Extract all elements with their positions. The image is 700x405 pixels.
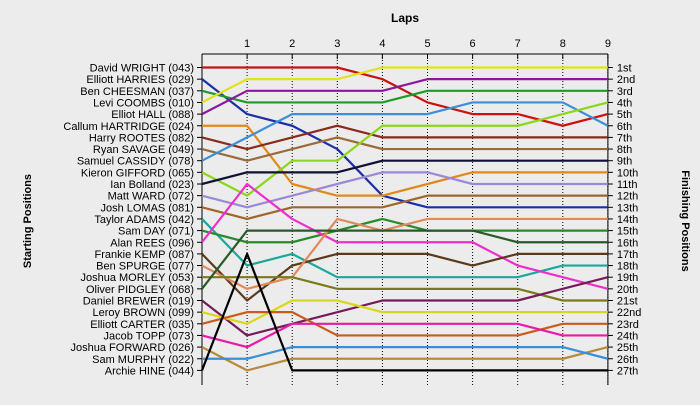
series-line-12	[201, 194, 608, 221]
x-tick-label: 6	[470, 38, 476, 50]
finish-label: 4th	[617, 97, 632, 109]
series-line-1	[201, 78, 608, 209]
finish-label: 11th	[617, 179, 638, 191]
start-label: Elliot HALL (088)	[111, 109, 194, 121]
series-line-19	[201, 229, 608, 290]
series-line-8	[201, 101, 609, 162]
series-line-26	[200, 252, 608, 372]
x-tick-label: 3	[334, 38, 340, 50]
start-label: Sam DAY (071)	[118, 226, 194, 238]
start-label: Matt WARD (072)	[108, 191, 194, 203]
series-line-6	[201, 124, 608, 151]
finish-label: 18th	[617, 261, 638, 273]
series-line-23	[201, 322, 608, 349]
finish-label: 17th	[617, 249, 638, 261]
start-label: Leroy BROWN (099)	[93, 307, 194, 319]
series-line-13	[201, 218, 608, 279]
finish-label: 6th	[617, 121, 632, 133]
finish-label: 3rd	[617, 86, 633, 98]
start-label: Harry ROOTES (082)	[89, 132, 194, 144]
finish-label: 8th	[617, 144, 632, 156]
start-label: Levi COOMBS (010)	[93, 97, 194, 109]
x-tick-label: 1	[244, 38, 250, 50]
start-label: Joshua FORWARD (026)	[71, 342, 194, 354]
start-label: Joshua MORLEY (053)	[80, 272, 194, 284]
start-label: Ryan SAVAGE (049)	[93, 144, 194, 156]
chart-title: Laps	[390, 11, 419, 25]
start-label: Jacob TOPP (073)	[104, 330, 195, 342]
start-label: Frankie KEMP (087)	[95, 249, 194, 261]
series-line-24	[201, 346, 609, 372]
start-label: Oliver PIDGLEY (068)	[86, 284, 194, 296]
x-tick-label: 9	[605, 38, 611, 50]
finish-label: 2nd	[617, 74, 635, 86]
finish-label: 9th	[617, 156, 632, 168]
series-line-25	[202, 346, 609, 360]
start-label: Callum HARTRIDGE (024)	[63, 121, 194, 133]
finish-label: 13th	[617, 202, 638, 214]
start-label: David WRIGHT (043)	[90, 63, 194, 75]
series-line-3	[201, 66, 608, 104]
start-label: Kieron GIFFORD (065)	[81, 167, 194, 179]
finish-label: 19th	[617, 272, 638, 284]
finish-label: 27th	[617, 365, 638, 377]
series-line-17	[201, 217, 608, 290]
start-label: Samuel CASSIDY (078)	[77, 156, 194, 168]
finish-label: 15th	[617, 226, 638, 238]
start-label: Elliott HARRIES (029)	[86, 74, 194, 86]
series-line-4	[201, 78, 608, 116]
finish-label: 25th	[617, 342, 638, 354]
start-label: Daniel BREWER (019)	[83, 296, 194, 308]
finish-label: 23rd	[617, 319, 639, 331]
series-line-20	[201, 276, 609, 337]
start-label: Alan REES (096)	[110, 237, 194, 249]
start-label: Sam MURPHY (022)	[92, 354, 194, 366]
series-line-7	[201, 136, 608, 162]
start-label: Elliott CARTER (035)	[90, 319, 194, 331]
finish-label: 12th	[617, 191, 638, 203]
start-label: Taylor ADAMS (042)	[94, 214, 194, 226]
series-line-10	[201, 159, 608, 186]
start-label: Ian Bolland (023)	[110, 179, 194, 191]
x-tick-label: 2	[289, 38, 295, 50]
x-tick-label: 8	[560, 38, 566, 50]
finish-label: 22nd	[617, 307, 641, 319]
finish-label: 21st	[617, 296, 638, 308]
start-label: Josh LOMAS (081)	[100, 202, 194, 214]
series-line-15	[201, 182, 609, 290]
finish-label: 26th	[617, 354, 638, 366]
start-label: Archie HINE (044)	[105, 365, 194, 377]
finish-label: 7th	[617, 132, 632, 144]
start-label: Ben CHEESMAN (037)	[80, 86, 194, 98]
finish-label: 10th	[617, 167, 638, 179]
x-tick-label: 5	[424, 38, 430, 50]
x-tick-label: 4	[379, 38, 385, 50]
x-tick-label: 7	[515, 38, 521, 50]
finish-label: 5th	[617, 109, 632, 121]
series-line-2	[201, 89, 608, 104]
finish-label: 16th	[617, 237, 638, 249]
series-line-9	[201, 101, 609, 197]
finish-label: 1st	[617, 63, 632, 75]
finish-label: 20th	[617, 284, 638, 296]
finish-label: 14th	[617, 214, 638, 226]
finish-label: 24th	[617, 330, 638, 342]
start-label: Ben SPURGE (077)	[96, 261, 194, 273]
